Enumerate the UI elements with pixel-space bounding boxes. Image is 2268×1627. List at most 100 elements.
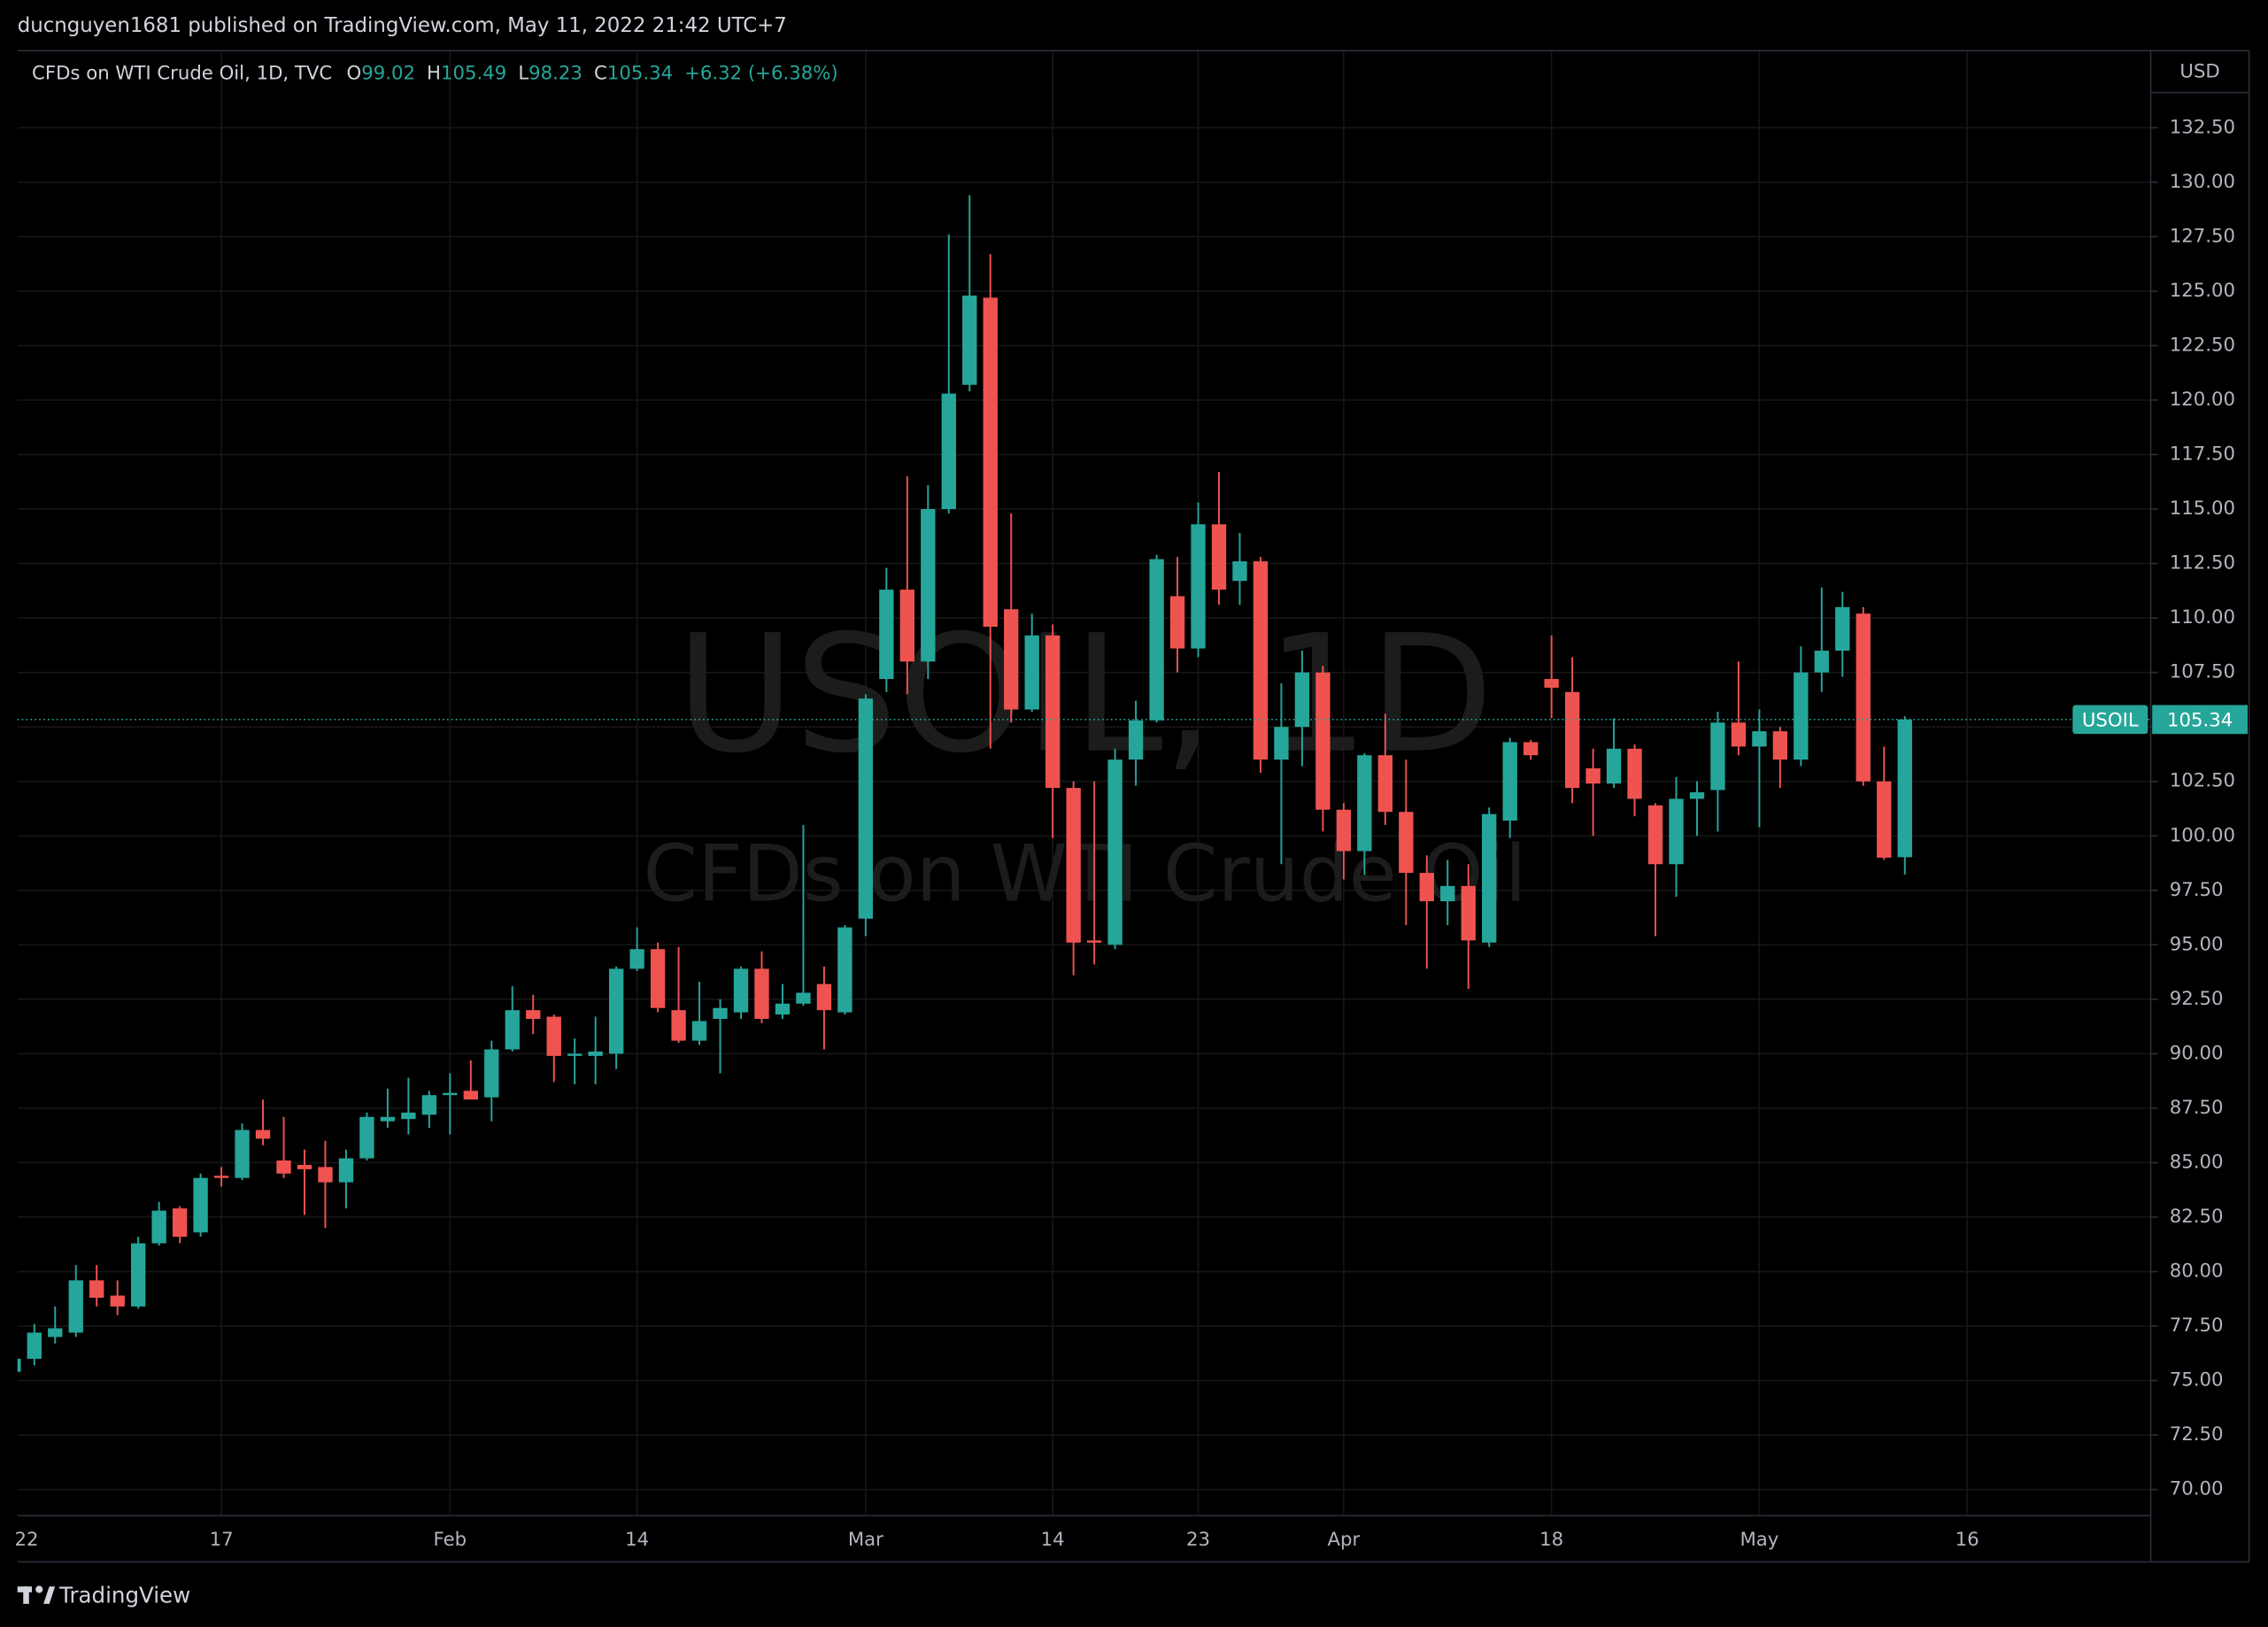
candle-body: [899, 590, 915, 662]
brand: TradingView: [58, 1583, 190, 1608]
y-tick-label: 132.50: [2170, 116, 2235, 138]
candle-body: [1066, 788, 1081, 943]
legend-low: 98.23: [528, 62, 582, 84]
candle-body: [1564, 691, 1580, 789]
candle-body: [1357, 755, 1372, 852]
candle-body: [380, 1116, 396, 1122]
candle-body: [629, 949, 644, 969]
last-price-label: 105.34: [2167, 709, 2233, 731]
x-tick-label: May: [1740, 1529, 1778, 1551]
y-tick-label: 97.50: [2170, 879, 2224, 901]
candle-body: [1377, 755, 1392, 813]
candle-body: [17, 1358, 21, 1372]
y-tick-label: 80.00: [2170, 1261, 2224, 1283]
candle-body: [1710, 722, 1725, 790]
y-tick-label: 87.50: [2170, 1097, 2224, 1119]
x-tick-label: 18: [1539, 1529, 1563, 1551]
candle-body: [318, 1167, 333, 1183]
candle-body: [1544, 679, 1559, 688]
candle-body: [1794, 672, 1809, 760]
candle-body: [837, 927, 852, 1013]
candle-body: [1627, 748, 1642, 799]
y-tick-label: 92.50: [2170, 988, 2224, 1010]
candle-body: [588, 1051, 603, 1056]
y-tick-label: 130.00: [2170, 171, 2235, 193]
candle-body: [1253, 561, 1269, 760]
y-tick-label: 115.00: [2170, 497, 2235, 520]
candle-body: [151, 1210, 166, 1244]
candle-body: [1419, 873, 1434, 902]
x-tick-label: Apr: [1328, 1529, 1361, 1551]
candle-body: [359, 1116, 374, 1159]
candle-body: [443, 1092, 458, 1096]
candle-body: [235, 1130, 250, 1178]
candle-body: [484, 1049, 499, 1098]
candle-body: [297, 1164, 312, 1169]
candle-body: [546, 1016, 561, 1056]
candle-body: [1502, 742, 1517, 821]
candle-body: [691, 1021, 707, 1041]
candle-body: [338, 1158, 354, 1183]
candle-body: [650, 949, 666, 1008]
y-tick-label: 77.50: [2170, 1315, 2224, 1337]
y-tick-label: 102.50: [2170, 770, 2235, 792]
candle-body: [1274, 727, 1289, 760]
candle-body: [1128, 720, 1144, 760]
candle-body: [1336, 809, 1352, 852]
candle-body: [1107, 760, 1122, 945]
candle-body: [796, 992, 811, 1004]
currency: USD: [2179, 61, 2219, 83]
candle-body: [941, 393, 956, 510]
candle-body: [1835, 606, 1850, 652]
legend: CFDs on WTI Crude Oil, 1D, TVC O99.02 H105…: [32, 62, 838, 84]
candle-body: [1004, 609, 1019, 710]
legend-open: 99.02: [361, 62, 415, 84]
candle-body: [68, 1280, 83, 1333]
candle-body: [1211, 524, 1227, 590]
candle-body: [608, 968, 624, 1054]
candle-body: [1169, 596, 1185, 649]
candle-body: [1897, 719, 1912, 858]
legend-o: O: [347, 62, 362, 84]
symbol-tag-label: USOIL: [2082, 709, 2139, 731]
candle-body: [1669, 798, 1684, 865]
candle-body: [983, 297, 998, 627]
candle-body: [733, 968, 749, 1013]
candle-body: [131, 1243, 146, 1307]
candle-body: [89, 1280, 104, 1299]
candle-body: [1149, 559, 1164, 721]
x-tick-label: 22: [14, 1529, 38, 1551]
candles: [17, 195, 1912, 1372]
candle-body: [567, 1053, 582, 1056]
candle-body: [816, 983, 832, 1011]
y-tick-label: 95.00: [2170, 933, 2224, 955]
candle-body: [276, 1160, 291, 1174]
legend-high: 105.49: [441, 62, 506, 84]
legend-change: +6.32 (+6.38%): [684, 62, 838, 84]
candle-body: [401, 1112, 416, 1120]
x-tick-label: 16: [1956, 1529, 1979, 1551]
candle-body: [505, 1010, 520, 1050]
candle-body: [172, 1208, 188, 1238]
candle-body: [921, 509, 936, 662]
candle-body: [463, 1091, 478, 1100]
legend-c: C: [594, 62, 607, 84]
candle-body: [1086, 940, 1102, 943]
y-tick-label: 127.50: [2170, 225, 2235, 247]
y-tick-label: 120.00: [2170, 389, 2235, 411]
brand-logo: [17, 1585, 56, 1604]
legend-l: L: [518, 62, 528, 84]
y-tick-label: 110.00: [2170, 606, 2235, 628]
candle-body: [1440, 885, 1455, 902]
candle-body: [775, 1003, 791, 1015]
candle-body: [1585, 767, 1601, 784]
candle-body: [1772, 731, 1788, 760]
candle-body: [1814, 651, 1830, 673]
grid: [17, 50, 2151, 1516]
candle-body: [1689, 792, 1705, 799]
y-tick-label: 70.00: [2170, 1478, 2224, 1500]
y-tick-label: 117.50: [2170, 443, 2235, 466]
candle-body: [754, 968, 769, 1020]
candle-body: [1232, 561, 1247, 582]
